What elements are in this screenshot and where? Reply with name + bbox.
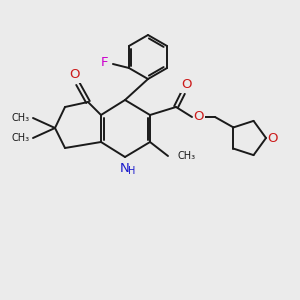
Text: O: O xyxy=(70,68,80,82)
Text: O: O xyxy=(268,131,278,145)
Text: CH₃: CH₃ xyxy=(12,133,30,143)
Text: CH₃: CH₃ xyxy=(177,151,195,161)
Text: O: O xyxy=(194,110,204,124)
Text: O: O xyxy=(181,79,191,92)
Text: CH₃: CH₃ xyxy=(12,113,30,123)
Text: H: H xyxy=(128,166,136,176)
Text: F: F xyxy=(101,56,109,68)
Text: N: N xyxy=(120,161,130,175)
